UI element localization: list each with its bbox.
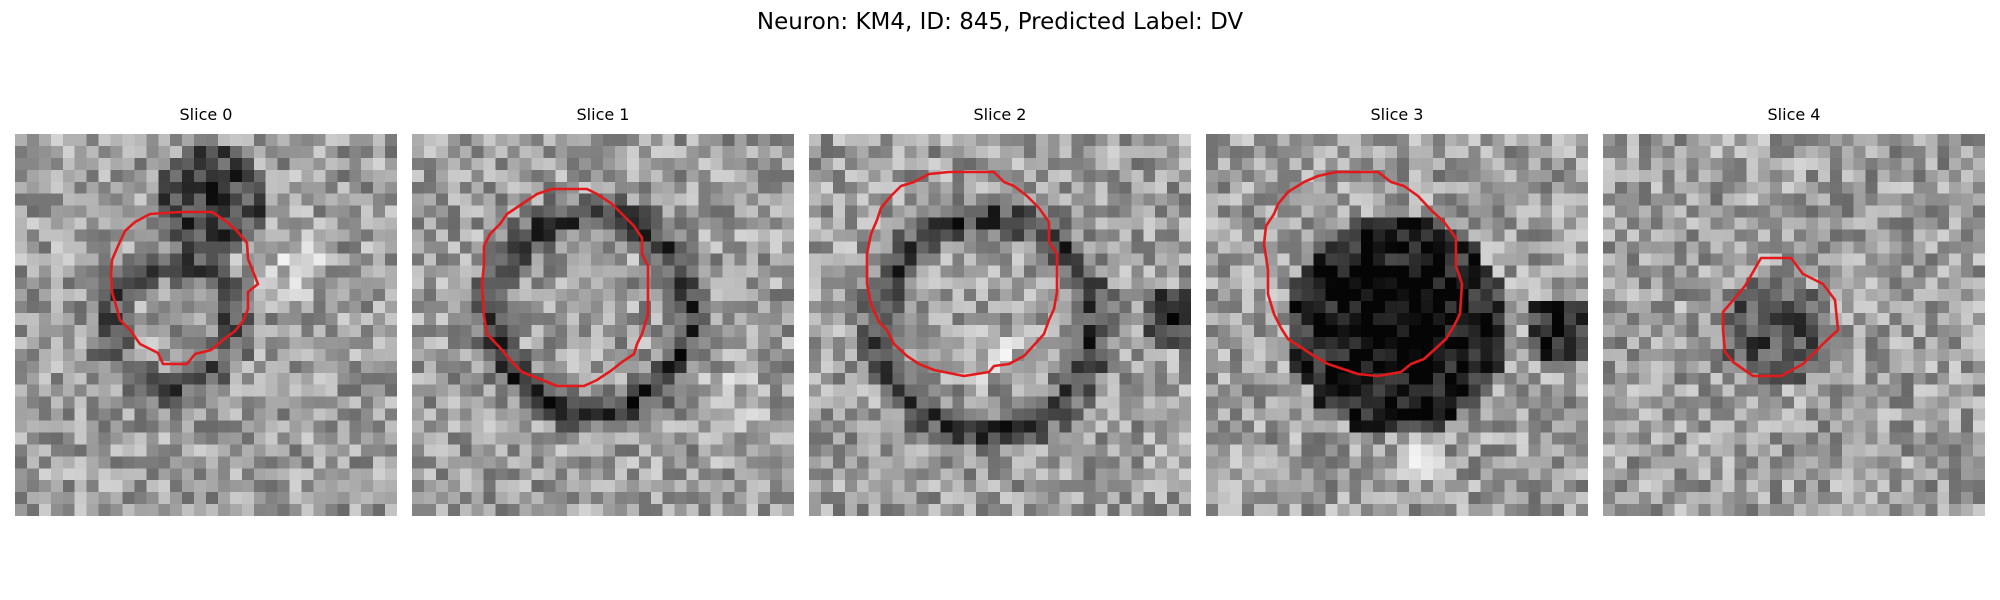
contour-overlay <box>865 170 1059 378</box>
slice-image <box>1206 134 1588 516</box>
slice-panel-1: Slice 1 <box>412 104 794 516</box>
microscopy-image <box>1603 134 1985 516</box>
neuron-contour <box>109 210 260 366</box>
contour-overlay <box>1262 170 1464 378</box>
contour-overlay <box>480 187 650 388</box>
neuron-contour <box>1721 256 1840 378</box>
slice-image <box>809 134 1191 516</box>
slice-image <box>412 134 794 516</box>
figure-title: Neuron: KM4, ID: 845, Predicted Label: D… <box>756 9 1244 35</box>
slice-image <box>1603 134 1985 516</box>
slice-title: Slice 3 <box>1370 105 1424 124</box>
slice-image <box>15 134 397 516</box>
microscopy-image <box>809 134 1191 516</box>
microscopy-image <box>1206 134 1588 516</box>
neuron-contour <box>865 170 1059 378</box>
slice-panel-4: Slice 4 <box>1603 104 1985 516</box>
slice-title: Slice 2 <box>973 105 1027 124</box>
slice-title: Slice 1 <box>576 105 630 124</box>
microscopy-image <box>15 134 397 516</box>
slice-panel-2: Slice 2 <box>809 104 1191 516</box>
neuron-contour <box>1262 170 1464 378</box>
slice-panel-0: Slice 0 <box>15 104 397 516</box>
slice-panel-3: Slice 3 <box>1206 104 1588 516</box>
slice-title: Slice 0 <box>179 105 233 124</box>
neuron-contour <box>480 187 650 388</box>
contour-overlay <box>109 210 260 366</box>
slice-title: Slice 4 <box>1767 105 1821 124</box>
contour-overlay <box>1721 256 1840 378</box>
